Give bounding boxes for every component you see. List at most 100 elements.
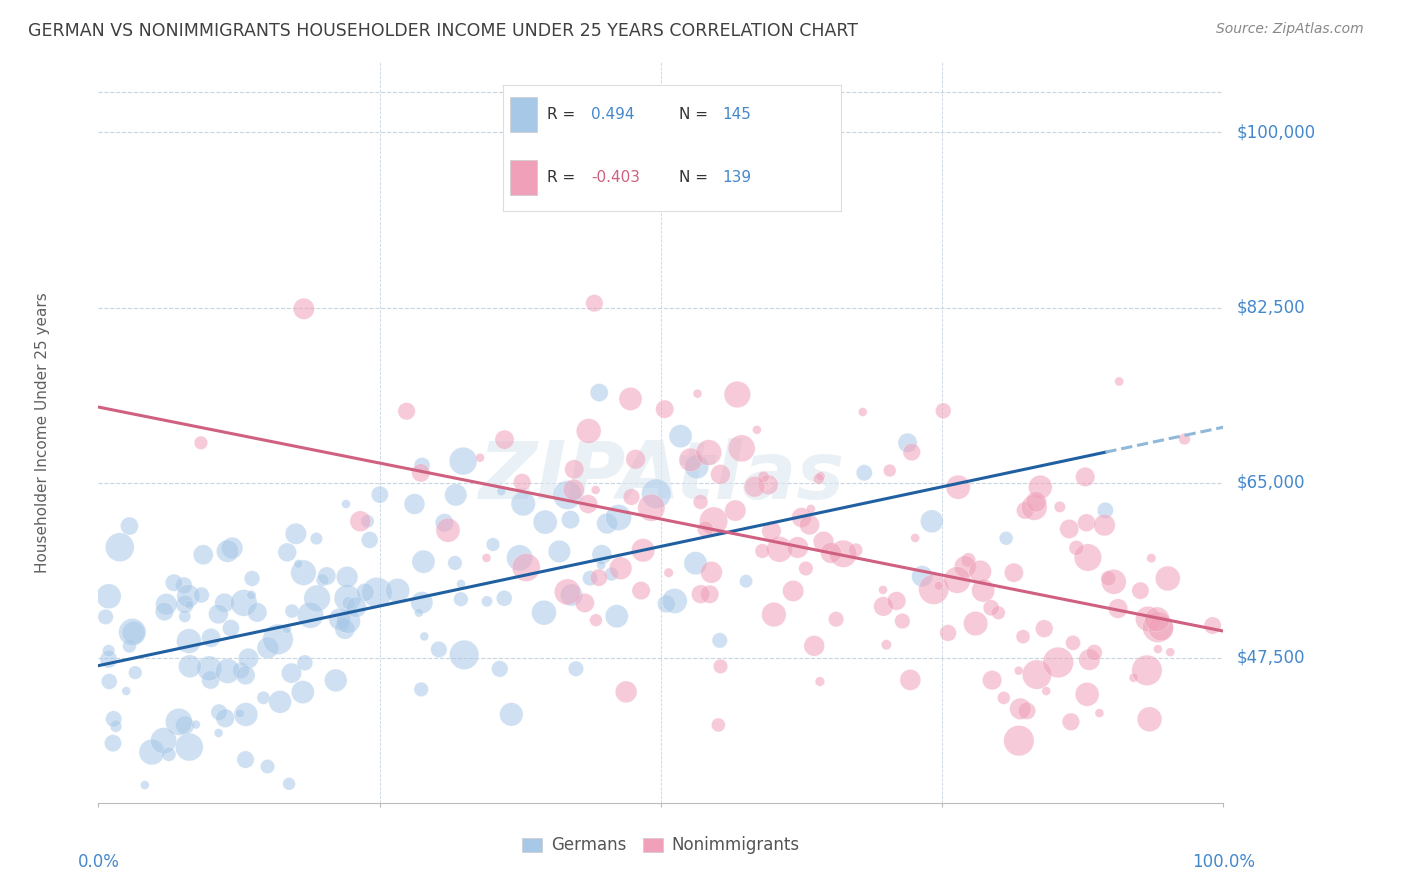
Point	[94, 610, 117, 624]
Point	[578, 424, 600, 438]
Point	[173, 598, 195, 612]
Point	[1033, 622, 1056, 636]
Point	[167, 714, 190, 729]
Point	[534, 515, 557, 529]
Point	[965, 616, 987, 631]
Point	[928, 579, 950, 593]
Text: 0.0%: 0.0%	[77, 853, 120, 871]
Point	[703, 514, 725, 528]
Point	[790, 510, 813, 524]
Point	[177, 589, 200, 603]
Point	[444, 556, 467, 570]
Point	[179, 659, 201, 673]
Point	[724, 503, 747, 517]
Point	[214, 711, 236, 725]
Point	[221, 541, 243, 555]
Point	[782, 583, 804, 598]
Point	[404, 497, 426, 511]
Point	[624, 452, 647, 467]
Point	[609, 561, 631, 575]
Point	[413, 629, 436, 643]
Text: $65,000: $65,000	[1237, 474, 1306, 491]
Point	[606, 609, 628, 624]
Point	[299, 608, 322, 623]
Point	[1035, 684, 1057, 698]
Point	[1102, 574, 1125, 589]
Point	[630, 583, 652, 598]
Point	[591, 548, 613, 562]
Point	[614, 685, 637, 699]
Point	[284, 526, 307, 541]
Point	[588, 571, 610, 585]
Point	[1076, 516, 1098, 530]
Point	[872, 582, 894, 597]
Point	[808, 674, 831, 689]
Point	[745, 423, 768, 437]
Point	[437, 523, 460, 537]
Point	[619, 392, 641, 406]
Point	[1146, 612, 1168, 626]
Point	[276, 622, 298, 636]
Point	[1025, 667, 1047, 681]
Point	[981, 673, 1004, 688]
Point	[1088, 706, 1111, 720]
Point	[699, 587, 721, 601]
Point	[411, 682, 433, 697]
Point	[803, 639, 825, 653]
Point	[173, 578, 195, 592]
Point	[200, 631, 222, 645]
Point	[640, 500, 662, 515]
Point	[98, 674, 121, 689]
Point	[904, 531, 927, 545]
Point	[238, 651, 260, 665]
Point	[655, 597, 678, 611]
Point	[122, 625, 145, 640]
Point	[163, 575, 186, 590]
Point	[451, 454, 474, 468]
Point	[97, 589, 120, 603]
Point	[631, 543, 654, 558]
Point	[1083, 645, 1105, 659]
Point	[591, 558, 613, 573]
Point	[177, 634, 200, 648]
Point	[810, 469, 832, 483]
Point	[579, 571, 602, 585]
Point	[217, 664, 239, 678]
Point	[921, 514, 943, 528]
Point	[872, 599, 894, 614]
Point	[118, 639, 141, 653]
Point	[287, 557, 309, 571]
Point	[664, 594, 686, 608]
Point	[1002, 566, 1025, 580]
Point	[669, 429, 692, 443]
Point	[491, 484, 513, 499]
Point	[515, 560, 537, 574]
Point	[229, 664, 252, 678]
Point	[1008, 664, 1031, 678]
Point	[97, 652, 120, 666]
Point	[488, 662, 510, 676]
Point	[1024, 500, 1046, 515]
Point	[501, 707, 523, 722]
Point	[246, 606, 269, 620]
Point	[533, 606, 555, 620]
Point	[337, 596, 360, 610]
Point	[1010, 702, 1032, 716]
Point	[157, 747, 180, 762]
Point	[695, 522, 717, 536]
Point	[735, 574, 758, 589]
Point	[562, 483, 585, 497]
Text: Householder Income Under 25 years: Householder Income Under 25 years	[35, 293, 49, 573]
Text: $82,500: $82,500	[1237, 299, 1306, 317]
Legend: Germans, Nonimmigrants: Germans, Nonimmigrants	[516, 830, 806, 861]
Point	[269, 695, 291, 709]
Point	[336, 591, 359, 606]
Point	[280, 666, 302, 681]
Point	[235, 668, 257, 682]
Point	[173, 609, 195, 624]
Point	[344, 600, 367, 615]
Point	[235, 753, 257, 767]
Point	[512, 497, 534, 511]
Point	[444, 488, 467, 502]
Point	[336, 570, 359, 584]
